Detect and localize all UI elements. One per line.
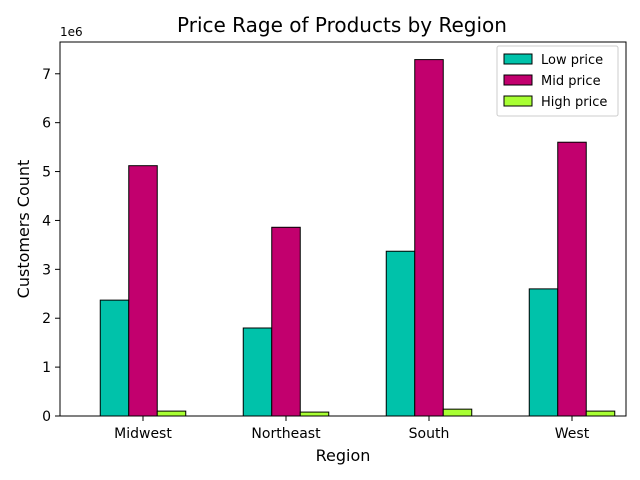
- bar-midwest-mid-price: [128, 165, 158, 417]
- bar-northeast-low-price: [242, 327, 273, 417]
- y-tick-label: 7: [42, 67, 51, 83]
- legend-swatch: [503, 95, 533, 107]
- legend-label: Low price: [541, 53, 603, 68]
- bar-south-mid-price: [414, 59, 444, 417]
- plot-area: Midwest Northeast South West 0 1 2 3 4 5 6 7: [42, 59, 616, 442]
- x-tick-label: West: [555, 426, 590, 442]
- bar-west-low-price: [528, 288, 559, 417]
- y-tick-label: 0: [42, 409, 51, 425]
- y-tick-label: 6: [42, 116, 51, 132]
- y-tick-label: 5: [42, 165, 51, 181]
- bar-west-high-price: [585, 410, 616, 417]
- plot-frame: [59, 41, 627, 417]
- y-tick-label: 2: [42, 311, 51, 327]
- chart-title: Price Rage of Products by Region: [177, 13, 507, 37]
- y-tick-label: 4: [42, 213, 51, 229]
- y-tick-label: 3: [42, 262, 51, 278]
- x-tick-label: Midwest: [114, 426, 172, 442]
- y-offset-label: 1e6: [60, 25, 83, 39]
- bar-northeast-high-price: [299, 411, 330, 417]
- y-axis-label: Customers Count: [14, 160, 33, 299]
- y-tick-label: 1: [42, 360, 51, 376]
- legend-swatch: [503, 53, 533, 65]
- legend: Low price Mid price High price: [496, 45, 619, 117]
- bar-west-mid-price: [557, 141, 587, 417]
- legend-label: Mid price: [541, 74, 601, 89]
- x-tick-label: South: [409, 426, 450, 442]
- bar-south-high-price: [442, 408, 473, 417]
- bar-midwest-high-price: [156, 410, 187, 417]
- bar-midwest-low-price: [99, 299, 130, 417]
- legend-swatch: [503, 74, 533, 86]
- bar-south-low-price: [385, 250, 416, 417]
- bar-northeast-mid-price: [271, 226, 301, 417]
- x-axis-label: Region: [316, 446, 371, 465]
- legend-label: High price: [541, 95, 607, 110]
- x-tick-label: Northeast: [251, 426, 321, 442]
